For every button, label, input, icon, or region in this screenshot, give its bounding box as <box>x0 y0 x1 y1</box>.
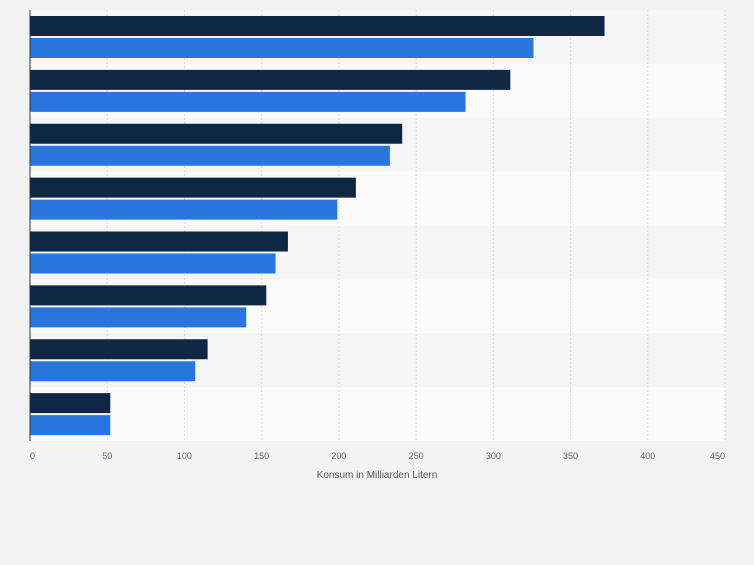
bar <box>30 393 111 414</box>
bar <box>30 69 511 90</box>
bars <box>30 16 605 436</box>
bar <box>30 91 466 112</box>
x-tick-label: 150 <box>254 451 269 461</box>
row-band <box>30 387 725 441</box>
bar <box>30 177 356 198</box>
bar <box>30 339 208 360</box>
x-tick-label: 350 <box>563 451 578 461</box>
x-axis-label: Konsum in Milliarden Litern <box>317 470 438 481</box>
bar <box>30 253 276 274</box>
bar <box>30 285 267 306</box>
bar <box>30 307 247 328</box>
bar <box>30 231 288 252</box>
x-tick-label: 50 <box>102 451 112 461</box>
x-tick-label: 250 <box>409 451 424 461</box>
bar <box>30 145 390 166</box>
x-tick-labels: 0 50 100 150 200 250 300 350 400 450 <box>30 451 725 461</box>
x-tick-label: 300 <box>486 451 501 461</box>
bar <box>30 415 111 436</box>
x-tick-label: 200 <box>331 451 346 461</box>
bar <box>30 16 605 36</box>
bar <box>30 199 338 220</box>
bar <box>30 38 534 58</box>
x-tick-label: 0 <box>30 451 35 461</box>
bar <box>30 123 403 144</box>
x-tick-label: 400 <box>640 451 655 461</box>
x-tick-label: 450 <box>710 451 725 461</box>
x-tick-label: 100 <box>177 451 192 461</box>
bar <box>30 361 196 382</box>
